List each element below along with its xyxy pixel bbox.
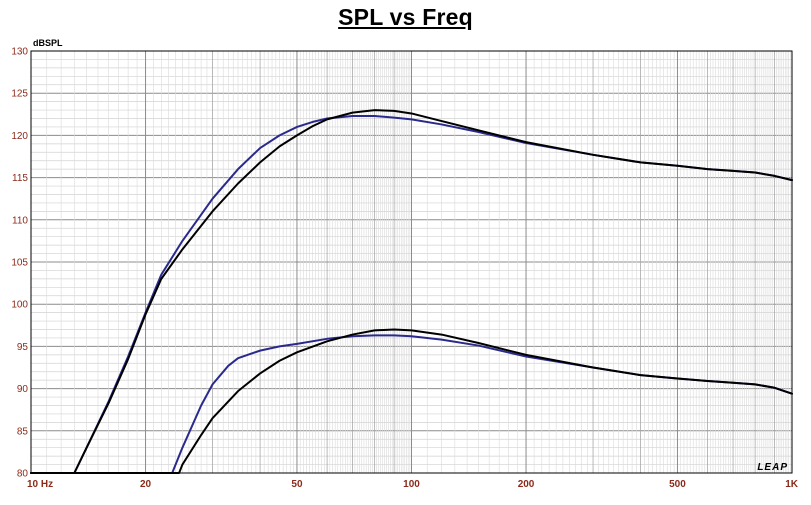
tick-labels: 80 85 90 95 100 105 110 115 120 125 130 10 Hz 20 50 10… [11, 47, 798, 491]
x-tick-label: 10 Hz [27, 479, 53, 490]
x-tick-label: 20 [140, 479, 152, 490]
x-tick-label: 100 [403, 479, 420, 490]
y-tick-label: 115 [12, 173, 28, 184]
y-tick-label: 125 [11, 89, 28, 100]
y-tick-label: 95 [17, 342, 29, 353]
series-line-black-2 [30, 328, 793, 474]
leap-logo: LEAP [757, 462, 788, 473]
series-line-black-0 [30, 109, 793, 474]
chart-title: SPL vs Freq [338, 4, 473, 30]
y-tick-label: 105 [11, 258, 28, 269]
x-tick-label: 200 [518, 479, 535, 490]
x-tick-label: 500 [669, 479, 686, 490]
grid [30, 50, 792, 474]
series-lines [30, 109, 793, 474]
y-tick-label: 120 [11, 131, 28, 142]
x-tick-label: 50 [291, 479, 303, 490]
y-tick-label: 90 [17, 384, 29, 395]
y-tick-label: 130 [11, 47, 28, 58]
y-axis-label: dBSPL [33, 38, 63, 48]
plot-frame [30, 50, 793, 474]
x-tick-label: 1K [785, 479, 799, 490]
y-tick-label: 100 [11, 300, 28, 311]
y-tick-label: 80 [17, 469, 29, 480]
y-tick-label: 85 [17, 426, 29, 437]
y-tick-label: 110 [12, 215, 28, 226]
